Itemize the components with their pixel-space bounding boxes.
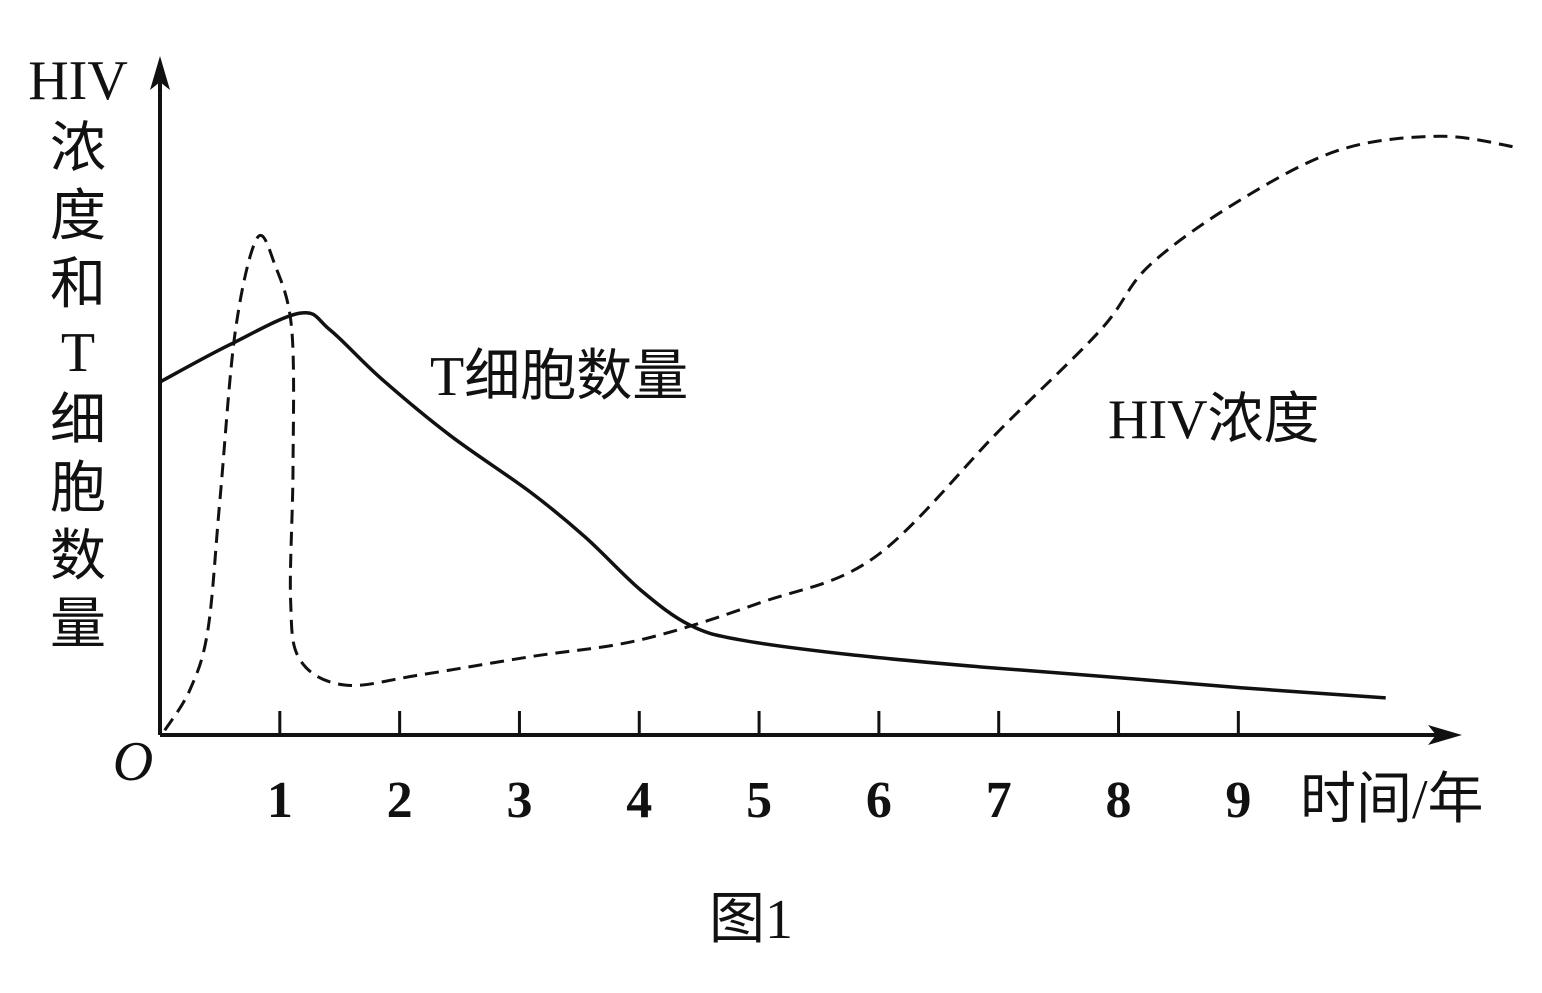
x-tick-label: 1 bbox=[267, 772, 293, 829]
x-tick-label: 4 bbox=[626, 772, 652, 829]
x-tick-label: 9 bbox=[1225, 772, 1251, 829]
series-label: T细胞数量 bbox=[430, 346, 688, 408]
x-tick-label: 7 bbox=[986, 772, 1012, 829]
x-axis-label: 时间/年 bbox=[1300, 769, 1484, 831]
origin-label: O bbox=[113, 731, 153, 793]
x-tick-label: 8 bbox=[1106, 772, 1132, 829]
x-tick-label: 5 bbox=[746, 772, 772, 829]
caption: 图1 bbox=[709, 889, 793, 951]
series-line bbox=[159, 310, 1386, 700]
y-axis-label: HIV 浓度和 T 细胞数量 bbox=[28, 50, 128, 656]
x-tick-label: 6 bbox=[866, 772, 892, 829]
x-axis-arrow bbox=[1428, 725, 1462, 745]
x-tick-label: 3 bbox=[506, 772, 532, 829]
series-line bbox=[163, 134, 1516, 732]
series-label: HIV浓度 bbox=[1108, 389, 1320, 451]
y-axis-arrow bbox=[150, 56, 170, 90]
x-tick-label: 2 bbox=[387, 772, 413, 829]
